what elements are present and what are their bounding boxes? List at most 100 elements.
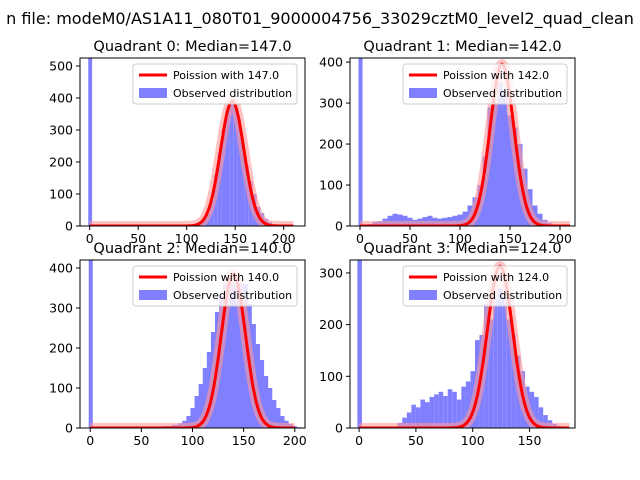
quadrant-1-title: Quadrant 1: Median=142.0 (363, 39, 561, 55)
legend-swatch-observed (409, 290, 437, 300)
histogram-bar (511, 334, 516, 428)
histogram-bar (415, 407, 421, 428)
axes-frame (349, 57, 576, 227)
histogram-bar (506, 319, 512, 428)
axes-frame (349, 259, 576, 429)
legend-label-observed: Observed distribution (173, 87, 292, 100)
y-tick-label: 0 (65, 421, 73, 436)
y-tick-label: 300 (319, 265, 343, 280)
quadrant-2-title: Quadrant 2: Median=140.0 (93, 241, 291, 257)
histogram-bar (452, 391, 457, 428)
quadrant-0-panel: 0 50 100 150 200 0 100 200 300 400 500 Quadrant 0: … (49, 39, 306, 246)
x-tick-label: 0 (86, 231, 94, 246)
x-tick-label: 200 (272, 231, 296, 246)
y-tick-label: 400 (49, 261, 73, 276)
legend: Poission with 142.0 Observed distribution (402, 63, 568, 105)
y-tick-label: 0 (335, 219, 343, 234)
histogram-bar (420, 399, 425, 428)
legend-label-poisson: Poission with 140.0 (173, 271, 279, 284)
histogram-bar (397, 214, 403, 226)
x-tick-label: 0 (86, 433, 94, 448)
poisson-curve (89, 99, 294, 226)
histogram-bar (488, 319, 494, 428)
quadrant-0-title: Quadrant 0: Median=147.0 (93, 39, 291, 55)
histogram-bar (497, 82, 503, 226)
x-tick-label: 0 (355, 433, 363, 448)
y-tick-label: 200 (319, 137, 343, 152)
histogram-bar-zero-bin (357, 260, 362, 428)
y-tick-label: 100 (49, 381, 73, 396)
figure-suptitle: n file: modeM0/AS1A11_080T01_9000004756_… (6, 9, 634, 29)
legend-label-observed: Observed distribution (443, 289, 562, 302)
x-tick-label: 100 (448, 231, 472, 246)
histogram-bar (457, 214, 463, 226)
histogram-bar (411, 404, 416, 428)
histogram-bar (465, 381, 471, 428)
histogram-bar (447, 389, 453, 428)
histogram-bar (512, 127, 518, 226)
quadrant-2-panel: 0 50 100 150 200 0 100 200 300 400 Quadrant 2: Med… (49, 241, 307, 448)
histogram-bar (456, 399, 462, 428)
legend-label-observed: Observed distribution (443, 87, 562, 100)
legend-swatch-observed (409, 88, 437, 98)
y-tick-label: 0 (65, 219, 73, 234)
histogram-bar (229, 104, 234, 226)
histogram-bar (406, 412, 412, 428)
y-tick-label: 300 (319, 96, 343, 111)
histogram-bar (438, 391, 444, 428)
histogram-bar (443, 395, 448, 428)
legend-box (132, 63, 298, 105)
y-tick-label: 100 (49, 187, 73, 202)
histogram-bar (502, 293, 507, 428)
x-tick-label: 0 (356, 231, 364, 246)
x-tick-label: 50 (402, 231, 418, 246)
histogram-bar-zero-bin (88, 58, 93, 226)
x-tick-label: 50 (130, 231, 146, 246)
x-tick-label: 50 (133, 433, 149, 448)
quadrant-1-plot-area (356, 58, 574, 226)
legend: Poission with 124.0 Observed distribution (402, 265, 568, 307)
y-tick-label: 300 (49, 123, 73, 138)
histogram-bar (502, 90, 508, 226)
legend-label-poisson: Poission with 147.0 (173, 69, 279, 82)
y-tick-label: 400 (319, 55, 343, 70)
y-tick-label: 100 (319, 178, 343, 193)
y-tick-label: 200 (49, 155, 73, 170)
histogram-bar (387, 215, 393, 226)
y-tick-label: 300 (49, 301, 73, 316)
x-tick-label: 150 (498, 231, 522, 246)
histogram-bar (493, 298, 498, 428)
histogram-bar (492, 98, 498, 226)
legend-box (402, 63, 568, 105)
legend: Poission with 140.0 Observed distribution (132, 265, 298, 307)
legend-label-poisson: Poission with 124.0 (443, 271, 549, 284)
histogram-bar (240, 142, 245, 226)
histogram-bar (429, 396, 435, 428)
legend-label-observed: Observed distribution (173, 289, 292, 302)
histogram-bar (225, 110, 230, 226)
axes-frame (79, 57, 306, 227)
histogram-bar (497, 288, 503, 428)
histogram-bar-zero-bin (358, 58, 363, 226)
histogram-bar (543, 415, 548, 428)
x-tick-label: 100 (175, 231, 199, 246)
histogram-bar (434, 394, 439, 428)
poisson-band (85, 96, 298, 226)
histogram-bar (402, 215, 408, 226)
y-tick-label: 0 (335, 421, 343, 436)
x-tick-label: 200 (283, 433, 307, 448)
legend-box (132, 265, 298, 307)
histogram-bar (461, 386, 466, 428)
histogram-bar (452, 215, 458, 226)
histogram-bar (392, 213, 398, 226)
histogram-bar (427, 215, 433, 226)
x-tick-label: 150 (232, 433, 256, 448)
quadrant-3-panel: 0 50 100 150 0 100 200 300 Quadrant 3: Median=12… (319, 241, 576, 448)
legend-swatch-observed (139, 88, 167, 98)
histogram-bar (538, 407, 544, 428)
x-tick-label: 200 (548, 231, 572, 246)
histogram-bar (425, 402, 430, 428)
histogram-bar (233, 104, 238, 226)
y-tick-label: 400 (49, 91, 73, 106)
